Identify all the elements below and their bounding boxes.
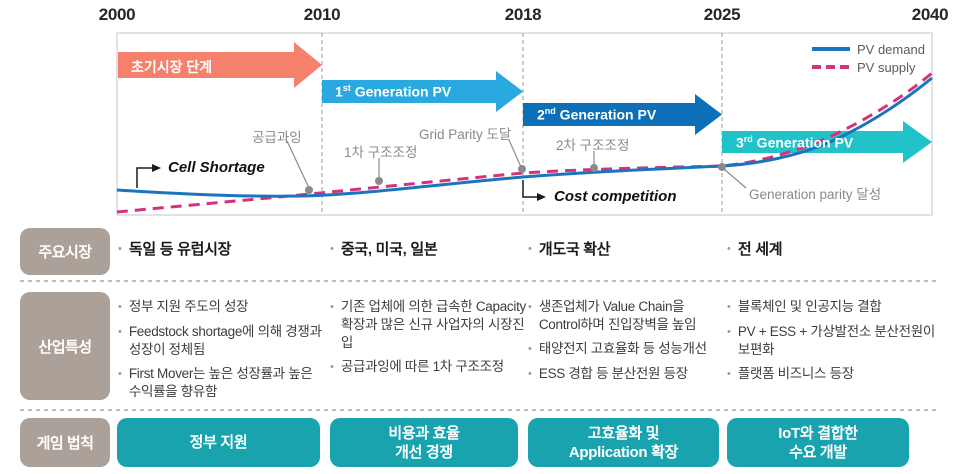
bullet-icon: • — [528, 368, 532, 380]
year-2010: 2010 — [303, 5, 341, 24]
bullet-icon: • — [330, 361, 334, 373]
connector-generation-parity — [723, 168, 747, 189]
chart-border — [116, 32, 933, 216]
year-2018: 2018 — [504, 5, 542, 24]
bullet-icon: • — [727, 368, 731, 380]
bullet-icon: • — [528, 243, 532, 255]
dot-supply-glut — [305, 186, 313, 194]
connector-supply-glut — [286, 140, 310, 189]
dot-restructuring-2 — [590, 164, 598, 172]
industry-col-3: • 생존업체가 Value Chain을 Control하며 진입장벽을 높임 •… — [528, 298, 728, 390]
stage-label-early-market: 초기시장 단계 — [131, 59, 213, 75]
bullet-icon: • — [727, 301, 731, 313]
industry-col-1: • 정부 지원 주도의 성장 • Feedstock shortage에 의해 경쟁… — [118, 299, 322, 399]
separator-bottom — [20, 409, 937, 411]
timeline-chart-canvas — [116, 32, 933, 216]
legend-pv-supply-label: PV supply — [857, 60, 916, 75]
annotation-grid-parity: Grid Parity 도달 — [419, 127, 512, 142]
market-item-china-us-japan: • 중국, 미국, 일본 — [330, 241, 438, 258]
row-label-markets: 주요시장 — [20, 228, 110, 275]
pointer-cost-competition — [522, 180, 537, 198]
bullet-icon: • — [118, 301, 122, 313]
pointer-cell-shortage-arrowhead — [152, 164, 161, 172]
rule-button-application-expansion[interactable]: 고효율화 및 Application 확장 — [528, 418, 719, 467]
market-item-developing: • 개도국 확산 — [528, 241, 611, 258]
dot-generation-parity — [718, 163, 726, 171]
separator-top — [20, 280, 937, 282]
dot-grid-parity — [518, 165, 526, 173]
bullet-icon: • — [118, 243, 122, 255]
bullet-icon: • — [528, 343, 532, 355]
rule-button-cost-efficiency[interactable]: 비용과 효율 개선 경쟁 — [330, 418, 518, 467]
rule-button-government-support[interactable]: 정부 지원 — [117, 418, 320, 467]
bullet-icon: • — [727, 326, 731, 338]
stage-arrow-early-market — [118, 42, 322, 88]
stage-arrow-gen2 — [523, 94, 722, 135]
annotation-supply-glut: 공급과잉 — [252, 130, 302, 145]
annotation-cost-competition: Cost competition — [554, 188, 677, 205]
stage-label-gen2: 2nd Generation PV — [537, 106, 657, 123]
bullet-icon: • — [330, 301, 334, 313]
bullet-icon: • — [330, 243, 334, 255]
connector-grid-parity — [508, 139, 522, 168]
row-label-game-rules: 게임 법칙 — [20, 418, 110, 467]
bullet-icon: • — [118, 368, 122, 380]
bullet-icon: • — [118, 326, 122, 338]
industry-col-4: • 블록체인 및 인공지능 결합 • PV + ESS + 가상발전소 분산전원이 … — [727, 298, 937, 390]
year-2000: 2000 — [98, 5, 136, 24]
bullet-icon: • — [528, 301, 532, 313]
stage-arrow-gen1 — [322, 71, 523, 112]
annotation-restructuring-1: 1차 구조조정 — [344, 145, 418, 160]
bullet-icon: • — [727, 243, 731, 255]
annotation-cell-shortage: Cell Shortage — [168, 159, 265, 176]
market-item-europe: • 독일 등 유럽시장 — [118, 241, 232, 258]
annotation-generation-parity: Generation parity 달성 — [749, 187, 882, 202]
stage-label-gen1: 1st Generation PV — [335, 83, 452, 100]
market-item-worldwide: • 전 세계 — [727, 241, 783, 258]
pv-demand-curve — [116, 76, 933, 198]
industry-col-2: • 기존 업체에 의한 급속한 Capacity 확장과 많은 신규 사업자의 시… — [330, 298, 526, 383]
legend-pv-demand-label: PV demand — [857, 42, 925, 57]
stage-label-gen3: 3rd Generation PV — [736, 134, 854, 151]
annotation-restructuring-2: 2차 구조조정 — [556, 138, 630, 153]
rule-button-iot-demand[interactable]: IoT와 결합한 수요 개발 — [727, 418, 909, 467]
dot-restructuring-1 — [375, 177, 383, 185]
year-2040: 2040 — [911, 5, 949, 24]
row-label-industry: 산업특성 — [20, 292, 110, 400]
year-2025: 2025 — [703, 5, 741, 24]
pointer-cell-shortage — [136, 167, 152, 188]
pointer-cost-competition-arrowhead — [537, 193, 546, 201]
